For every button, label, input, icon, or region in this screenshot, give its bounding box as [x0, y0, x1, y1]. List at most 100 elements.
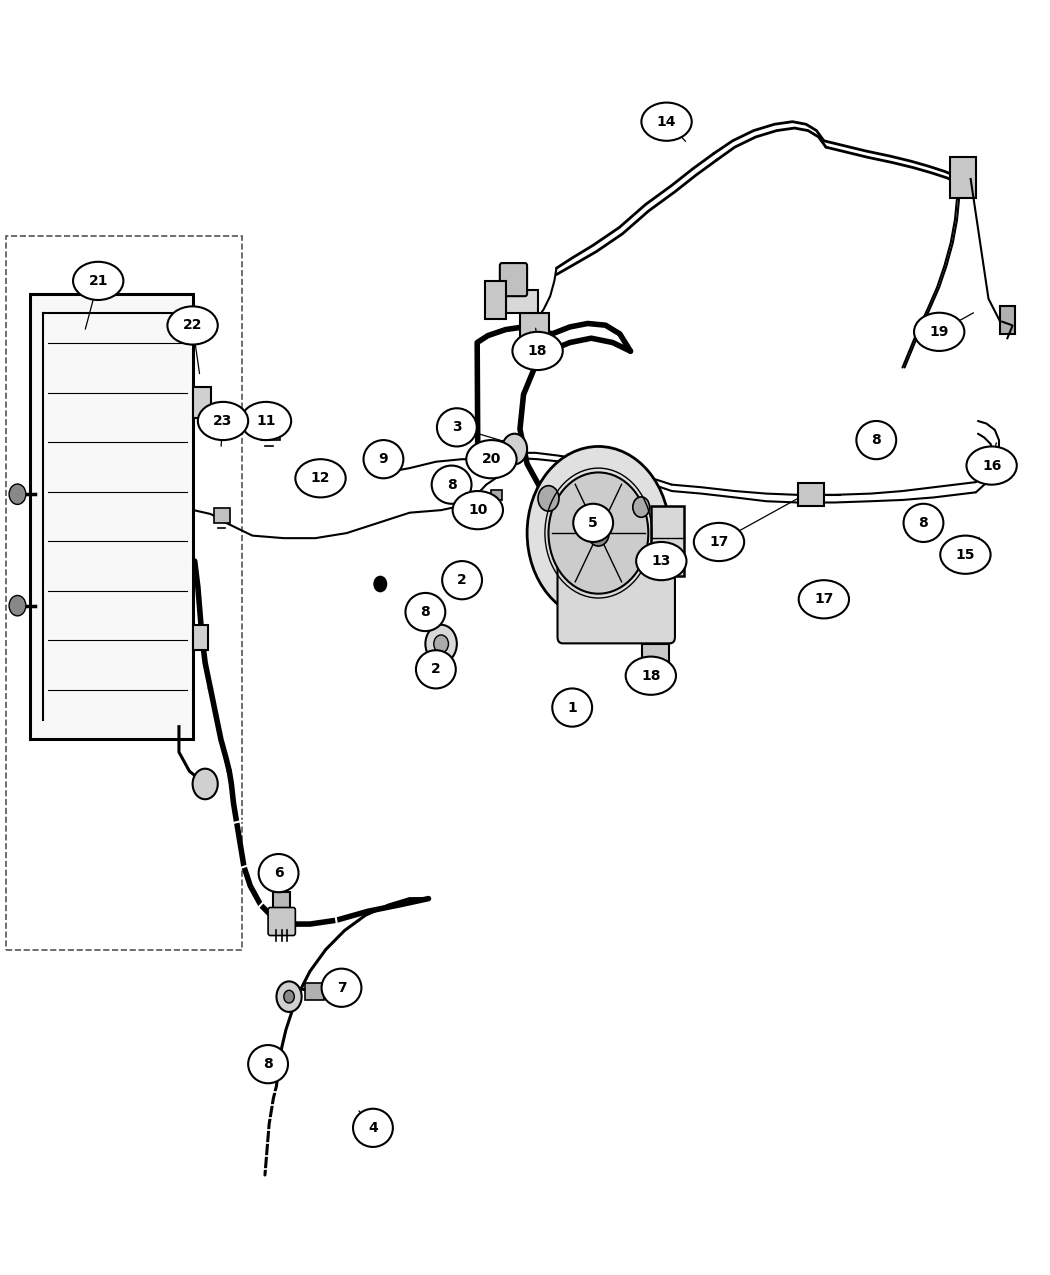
- Ellipse shape: [295, 459, 345, 497]
- Text: 23: 23: [213, 414, 233, 428]
- Ellipse shape: [642, 102, 692, 140]
- FancyBboxPatch shape: [30, 293, 192, 740]
- Ellipse shape: [353, 1109, 393, 1148]
- Text: 9: 9: [379, 453, 388, 467]
- FancyBboxPatch shape: [558, 552, 675, 644]
- Circle shape: [548, 473, 648, 594]
- FancyBboxPatch shape: [520, 312, 549, 344]
- Text: 17: 17: [710, 536, 729, 550]
- Ellipse shape: [442, 561, 482, 599]
- Bar: [6, 236, 242, 950]
- Ellipse shape: [405, 593, 445, 631]
- Text: 2: 2: [430, 662, 441, 676]
- Circle shape: [916, 513, 927, 528]
- FancyBboxPatch shape: [651, 506, 685, 576]
- Circle shape: [374, 576, 386, 592]
- Ellipse shape: [466, 440, 517, 478]
- Text: 1: 1: [567, 700, 578, 714]
- Circle shape: [538, 486, 559, 511]
- Ellipse shape: [167, 306, 217, 344]
- Text: 19: 19: [929, 325, 949, 339]
- Ellipse shape: [512, 332, 563, 370]
- Text: 8: 8: [264, 1057, 273, 1071]
- Ellipse shape: [636, 542, 687, 580]
- Circle shape: [425, 625, 457, 663]
- Text: 2: 2: [457, 574, 467, 588]
- FancyBboxPatch shape: [304, 983, 323, 1001]
- Ellipse shape: [940, 536, 990, 574]
- Text: 14: 14: [657, 115, 676, 129]
- Ellipse shape: [258, 854, 298, 892]
- Text: 4: 4: [369, 1121, 378, 1135]
- Circle shape: [633, 497, 650, 518]
- FancyBboxPatch shape: [949, 157, 975, 198]
- FancyBboxPatch shape: [268, 908, 295, 936]
- Ellipse shape: [437, 408, 477, 446]
- FancyBboxPatch shape: [498, 441, 508, 459]
- Text: 18: 18: [528, 344, 547, 358]
- Text: 12: 12: [311, 472, 331, 486]
- Text: 20: 20: [482, 453, 501, 467]
- Ellipse shape: [904, 504, 943, 542]
- Ellipse shape: [915, 312, 964, 351]
- FancyBboxPatch shape: [318, 486, 329, 496]
- FancyBboxPatch shape: [798, 483, 824, 506]
- Text: 3: 3: [453, 421, 462, 435]
- Circle shape: [588, 520, 609, 546]
- FancyBboxPatch shape: [491, 490, 502, 500]
- Text: 8: 8: [919, 516, 928, 530]
- Ellipse shape: [197, 402, 248, 440]
- Circle shape: [422, 598, 435, 613]
- Text: 10: 10: [468, 504, 487, 518]
- Circle shape: [9, 484, 26, 505]
- Circle shape: [502, 434, 527, 464]
- Text: 6: 6: [274, 866, 284, 880]
- Circle shape: [872, 436, 884, 451]
- Ellipse shape: [432, 465, 471, 504]
- Ellipse shape: [626, 657, 676, 695]
- Text: 11: 11: [256, 414, 276, 428]
- Ellipse shape: [363, 440, 403, 478]
- Circle shape: [284, 991, 294, 1003]
- FancyBboxPatch shape: [273, 892, 290, 912]
- Text: 22: 22: [183, 319, 203, 333]
- Ellipse shape: [453, 491, 503, 529]
- FancyBboxPatch shape: [192, 625, 208, 650]
- Ellipse shape: [799, 580, 849, 618]
- Ellipse shape: [966, 446, 1016, 485]
- Ellipse shape: [416, 650, 456, 688]
- Text: 15: 15: [956, 548, 975, 562]
- FancyBboxPatch shape: [192, 386, 211, 418]
- Text: 16: 16: [982, 459, 1002, 473]
- Ellipse shape: [573, 504, 613, 542]
- Ellipse shape: [248, 1046, 288, 1084]
- Text: 13: 13: [652, 555, 671, 569]
- FancyBboxPatch shape: [483, 464, 497, 477]
- Text: 17: 17: [814, 593, 834, 607]
- Ellipse shape: [240, 402, 291, 440]
- Text: 21: 21: [88, 274, 108, 288]
- Circle shape: [434, 635, 448, 653]
- FancyBboxPatch shape: [260, 423, 279, 440]
- Circle shape: [527, 446, 670, 620]
- FancyBboxPatch shape: [485, 280, 506, 319]
- FancyBboxPatch shape: [643, 644, 669, 688]
- Circle shape: [9, 595, 26, 616]
- FancyBboxPatch shape: [1000, 306, 1014, 334]
- Text: 8: 8: [446, 478, 457, 492]
- Text: 8: 8: [420, 606, 430, 620]
- Ellipse shape: [857, 421, 897, 459]
- Circle shape: [276, 982, 301, 1012]
- Text: 5: 5: [588, 516, 598, 530]
- Text: 18: 18: [642, 668, 660, 682]
- FancyBboxPatch shape: [506, 289, 538, 312]
- Ellipse shape: [552, 688, 592, 727]
- Ellipse shape: [694, 523, 744, 561]
- FancyBboxPatch shape: [213, 507, 230, 523]
- Ellipse shape: [321, 969, 361, 1007]
- Circle shape: [447, 469, 460, 484]
- Ellipse shape: [74, 261, 124, 300]
- Circle shape: [192, 769, 217, 799]
- FancyBboxPatch shape: [500, 263, 527, 296]
- Text: 8: 8: [872, 434, 881, 448]
